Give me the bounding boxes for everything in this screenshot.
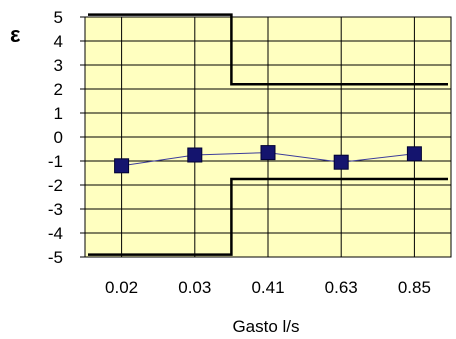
- upper-limit-line: [88, 13, 448, 86]
- plot-area: [84, 16, 452, 258]
- data-point: [187, 147, 203, 163]
- data-point: [333, 154, 349, 170]
- y-tick-label: 5: [54, 8, 63, 27]
- y-tick-label: 0: [54, 128, 63, 147]
- y-tick-label: 4: [54, 32, 63, 51]
- y-tick-label: -5: [48, 248, 63, 267]
- x-tick-label: 0.03: [178, 278, 211, 297]
- data-point: [114, 158, 130, 174]
- y-tick-label: 3: [54, 56, 63, 75]
- axes: 5 4 3 2 1 0 -1 -2 -3 -4 -5 0.02 0.03 0.41 0.63 0.85: [48, 8, 431, 297]
- data-point: [260, 145, 276, 161]
- y-axis-label: ε: [10, 22, 21, 47]
- chart-marks: [88, 13, 448, 256]
- y-tick-label: -4: [48, 224, 63, 243]
- x-tick-label: 0.63: [325, 278, 358, 297]
- y-tick-label: -1: [48, 152, 63, 171]
- y-tick-label: -3: [48, 200, 63, 219]
- x-tick-label: 0.85: [398, 278, 431, 297]
- lower-limit-line: [88, 177, 448, 256]
- x-tick-label: 0.02: [105, 278, 138, 297]
- y-tick-label: -2: [48, 176, 63, 195]
- data-point: [406, 146, 422, 162]
- x-axis-label: Gasto l/s: [232, 317, 299, 336]
- x-tick-label: 0.41: [251, 278, 284, 297]
- y-tick-label: 1: [54, 104, 63, 123]
- y-tick-label: 2: [54, 80, 63, 99]
